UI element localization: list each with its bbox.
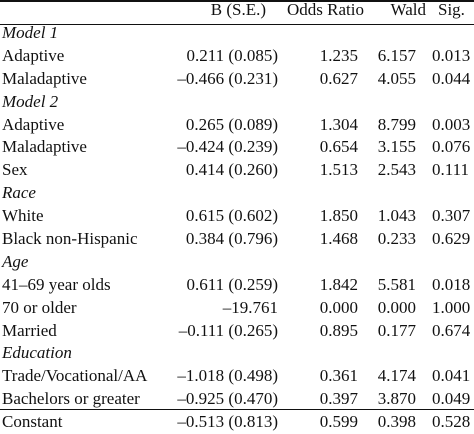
table-row: Constant –0.513 (0.813) 0.599 0.398 0.528 <box>0 411 474 434</box>
row-label: Married <box>2 320 57 340</box>
table-row: Sex 0.414 (0.260) 1.513 2.543 0.111 <box>0 159 474 182</box>
sig-cell: 0.018 <box>432 274 471 294</box>
row-label: Sex <box>2 160 28 180</box>
odds-ratio-cell: 1.850 <box>319 206 358 226</box>
table-row: Maladaptive –0.466 (0.231) 0.627 4.055 0.044 <box>0 68 474 91</box>
section-heading-row: Model 2 <box>0 91 474 114</box>
b-se-cell: 0.414 (0.260) <box>185 160 278 180</box>
top-rule <box>0 0 474 2</box>
header-rule <box>0 24 474 25</box>
odds-ratio-cell: 1.513 <box>319 160 358 180</box>
b-se-cell: 0.611 (0.259) <box>186 274 278 294</box>
b-se-cell: 0.211 (0.085) <box>186 45 278 65</box>
wald-cell: 0.233 <box>377 229 416 249</box>
table-row: Adaptive 0.211 (0.085) 1.235 6.157 0.013 <box>0 45 474 68</box>
row-label: 70 or older <box>2 297 77 317</box>
row-label: Maladaptive <box>2 137 87 157</box>
b-se-cell: 0.615 (0.602) <box>185 206 278 226</box>
odds-ratio-cell: 1.842 <box>319 274 358 294</box>
sig-cell: 0.528 <box>432 412 471 432</box>
section-heading: Age <box>2 251 29 271</box>
row-label: Black non-Hispanic <box>2 229 138 249</box>
b-se-cell: –19.761 <box>222 297 278 317</box>
odds-ratio-cell: 0.000 <box>319 297 358 317</box>
table-row: 41–69 year olds 0.611 (0.259) 1.842 5.581 0.… <box>0 274 474 297</box>
sig-cell: 0.003 <box>432 114 471 134</box>
wald-cell: 6.157 <box>377 45 416 65</box>
odds-ratio-cell: 0.627 <box>319 68 358 88</box>
b-se-cell: 0.265 (0.089) <box>185 114 278 134</box>
wald-cell: 0.177 <box>377 320 416 340</box>
sig-cell: 0.307 <box>432 206 471 226</box>
header-sig: Sig. <box>438 0 465 19</box>
b-se-cell: 0.384 (0.796) <box>185 229 278 249</box>
sig-cell: 0.013 <box>432 45 471 65</box>
sig-cell: 0.044 <box>432 68 471 88</box>
b-se-cell: –1.018 (0.498) <box>177 366 278 386</box>
b-se-cell: –0.111 (0.265) <box>178 320 278 340</box>
wald-cell: 5.581 <box>377 274 416 294</box>
section-heading: Race <box>2 183 36 203</box>
row-label: Constant <box>2 412 63 432</box>
sig-cell: 1.000 <box>432 297 471 317</box>
wald-cell: 4.174 <box>377 366 416 386</box>
b-se-cell: –0.513 (0.813) <box>177 412 278 432</box>
table-row: White 0.615 (0.602) 1.850 1.043 0.307 <box>0 205 474 228</box>
wald-cell: 8.799 <box>377 114 416 134</box>
wald-cell: 0.398 <box>377 412 416 432</box>
table-row: Black non-Hispanic 0.384 (0.796) 1.468 0.23… <box>0 228 474 251</box>
header-wald: Wald <box>390 0 426 19</box>
sig-cell: 0.076 <box>432 137 471 157</box>
wald-cell: 2.543 <box>377 160 416 180</box>
table-row: Trade/Vocational/AA –1.018 (0.498) 0.361 4.… <box>0 365 474 388</box>
odds-ratio-cell: 0.599 <box>319 412 358 432</box>
section-heading: Model 2 <box>2 91 59 111</box>
b-se-cell: –0.466 (0.231) <box>177 68 278 88</box>
section-heading-row: Model 1 <box>0 22 474 45</box>
section-heading-row: Race <box>0 182 474 205</box>
table-row: 70 or older –19.761 0.000 0.000 1.000 <box>0 297 474 320</box>
row-label: Trade/Vocational/AA <box>2 366 148 386</box>
sig-cell: 0.111 <box>432 160 469 180</box>
table-row: Maladaptive –0.424 (0.239) 0.654 3.155 0.076 <box>0 136 474 159</box>
odds-ratio-cell: 0.397 <box>319 389 358 409</box>
b-se-cell: –0.424 (0.239) <box>177 137 278 157</box>
section-heading: Model 1 <box>2 23 59 42</box>
b-se-cell: –0.925 (0.470) <box>177 389 278 409</box>
row-label: Maladaptive <box>2 68 87 88</box>
row-label: Adaptive <box>2 114 65 134</box>
odds-ratio-cell: 1.235 <box>319 45 358 65</box>
odds-ratio-cell: 1.304 <box>319 114 358 134</box>
wald-cell: 3.870 <box>377 389 416 409</box>
odds-ratio-cell: 0.361 <box>319 366 358 386</box>
table-header: B (S.E.) Odds Ratio Wald Sig. <box>0 0 474 22</box>
table-body: Model 1 Adaptive 0.211 (0.085) 1.235 6.157 0.… <box>0 22 474 434</box>
row-label: Bachelors or greater <box>2 389 140 409</box>
section-heading-row: Education <box>0 342 474 365</box>
table-row: Adaptive 0.265 (0.089) 1.304 8.799 0.003 <box>0 114 474 137</box>
wald-cell: 4.055 <box>377 68 416 88</box>
wald-cell: 0.000 <box>377 297 416 317</box>
section-heading-row: Age <box>0 251 474 274</box>
odds-ratio-cell: 1.468 <box>319 229 358 249</box>
sig-cell: 0.674 <box>432 320 471 340</box>
table-row: Bachelors or greater –0.925 (0.470) 0.397 3… <box>0 388 474 411</box>
row-label: White <box>2 206 44 226</box>
wald-cell: 3.155 <box>377 137 416 157</box>
sig-cell: 0.049 <box>432 389 471 409</box>
row-label: Adaptive <box>2 45 65 65</box>
odds-ratio-cell: 0.895 <box>319 320 358 340</box>
table-row: Married –0.111 (0.265) 0.895 0.177 0.674 <box>0 320 474 343</box>
row-label: 41–69 year olds <box>2 274 111 294</box>
section-heading: Education <box>2 343 72 363</box>
wald-cell: 1.043 <box>377 206 416 226</box>
sig-cell: 0.629 <box>432 229 471 249</box>
header-b-se: B (S.E.) <box>210 0 266 19</box>
header-odds-ratio: Odds Ratio <box>287 0 364 19</box>
odds-ratio-cell: 0.654 <box>319 137 358 157</box>
sig-cell: 0.041 <box>432 366 471 386</box>
